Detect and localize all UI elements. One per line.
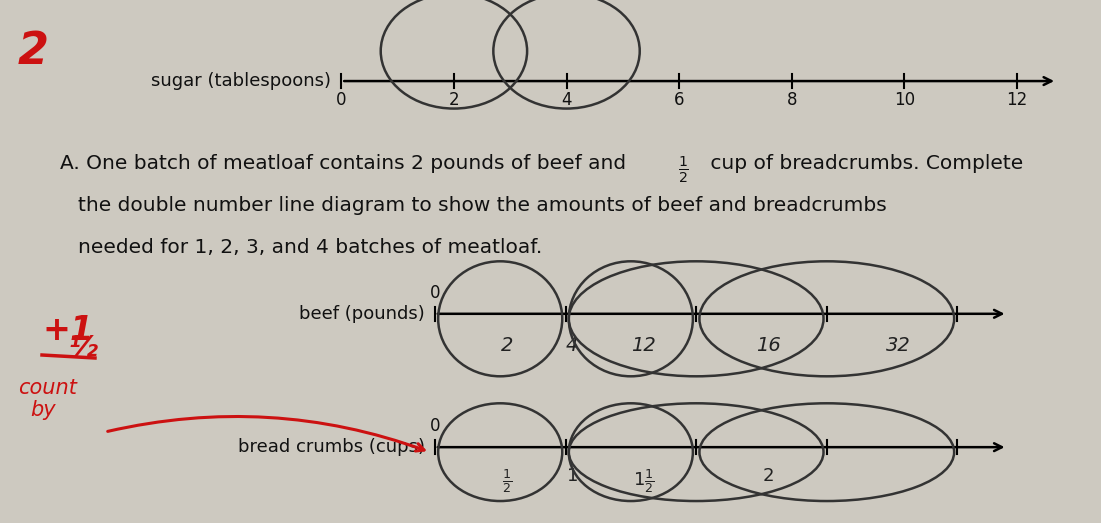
Text: cup of breadcrumbs. Complete: cup of breadcrumbs. Complete <box>704 154 1023 173</box>
Text: sugar (tablespoons): sugar (tablespoons) <box>151 72 331 90</box>
Text: bread crumbs (cups): bread crumbs (cups) <box>238 438 425 456</box>
Text: $\frac{1}{2}$: $\frac{1}{2}$ <box>502 467 512 495</box>
Text: the double number line diagram to show the amounts of beef and breadcrumbs: the double number line diagram to show t… <box>78 196 886 215</box>
Text: 16: 16 <box>755 336 781 355</box>
Text: 12: 12 <box>632 336 656 355</box>
Text: 4: 4 <box>566 336 578 355</box>
Text: beef (pounds): beef (pounds) <box>299 305 425 323</box>
Text: $\frac{1}{2}$: $\frac{1}{2}$ <box>678 154 689 185</box>
Text: 2: 2 <box>501 336 513 355</box>
Text: 2: 2 <box>18 30 50 73</box>
Text: 4: 4 <box>562 91 571 109</box>
Text: count: count <box>18 378 77 398</box>
Text: 0: 0 <box>336 91 347 109</box>
Text: 12: 12 <box>1006 91 1027 109</box>
Text: $1\frac{1}{2}$: $1\frac{1}{2}$ <box>633 467 655 495</box>
Text: $2$: $2$ <box>762 467 774 485</box>
Text: A. One batch of meatloaf contains 2 pounds of beef and: A. One batch of meatloaf contains 2 poun… <box>59 154 632 173</box>
Text: 0: 0 <box>429 284 440 302</box>
Text: ½: ½ <box>68 334 97 362</box>
Text: 10: 10 <box>894 91 915 109</box>
Text: by: by <box>30 400 56 420</box>
Text: +1: +1 <box>42 313 94 347</box>
Text: $1$: $1$ <box>566 467 578 485</box>
Text: 2: 2 <box>448 91 459 109</box>
Text: 6: 6 <box>674 91 685 109</box>
Text: 32: 32 <box>886 336 911 355</box>
Text: needed for 1, 2, 3, and 4 batches of meatloaf.: needed for 1, 2, 3, and 4 batches of mea… <box>78 238 543 257</box>
Text: 8: 8 <box>786 91 797 109</box>
Text: 0: 0 <box>429 417 440 435</box>
